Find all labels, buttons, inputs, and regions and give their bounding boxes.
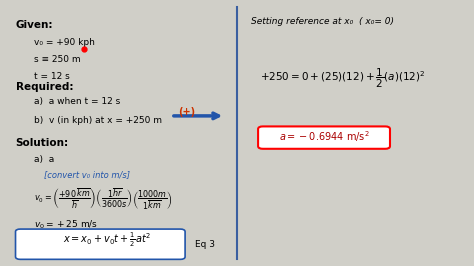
FancyBboxPatch shape — [258, 126, 390, 149]
Text: $v_0 = +25\ \mathrm{m/s}$: $v_0 = +25\ \mathrm{m/s}$ — [34, 219, 99, 231]
Text: Solution:: Solution: — [16, 138, 69, 148]
Text: $a = -0.6944\ \mathrm{m/s^2}$: $a = -0.6944\ \mathrm{m/s^2}$ — [279, 130, 369, 144]
Text: Setting reference at x₀  ( x₀= 0): Setting reference at x₀ ( x₀= 0) — [251, 17, 394, 26]
Text: $x = x_0 + v_0 t + \frac{1}{2}at^2$: $x = x_0 + v_0 t + \frac{1}{2}at^2$ — [63, 230, 151, 249]
Text: s ≡ 250 m: s ≡ 250 m — [34, 55, 81, 64]
Text: [convert v₀ into m/s]: [convert v₀ into m/s] — [44, 170, 130, 179]
Text: Eq 3: Eq 3 — [194, 240, 215, 249]
Text: $+250 = 0 + (25)(12) + \dfrac{1}{2}(a)(12)^2$: $+250 = 0 + (25)(12) + \dfrac{1}{2}(a)(1… — [260, 67, 426, 90]
Text: Required:: Required: — [16, 82, 73, 92]
Text: t = 12 s: t = 12 s — [34, 72, 70, 81]
Text: (+): (+) — [178, 107, 195, 117]
Text: Given:: Given: — [16, 20, 53, 30]
Text: b)  v (in kph) at x = +250 m: b) v (in kph) at x = +250 m — [34, 116, 163, 125]
FancyBboxPatch shape — [16, 229, 185, 259]
Text: a)  a: a) a — [34, 155, 55, 164]
Text: $v_0 = \left(\dfrac{+90\,\overline{km}}{\overline{h}}\right)\left(\dfrac{1\overl: $v_0 = \left(\dfrac{+90\,\overline{km}}{… — [34, 186, 173, 211]
Text: a)  a when t = 12 s: a) a when t = 12 s — [34, 97, 120, 106]
Text: v₀ = +90 kph: v₀ = +90 kph — [34, 38, 95, 47]
